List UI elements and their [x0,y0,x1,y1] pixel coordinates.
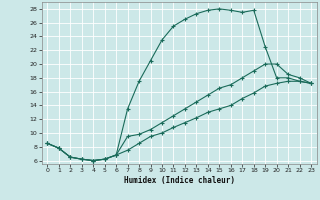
X-axis label: Humidex (Indice chaleur): Humidex (Indice chaleur) [124,176,235,185]
